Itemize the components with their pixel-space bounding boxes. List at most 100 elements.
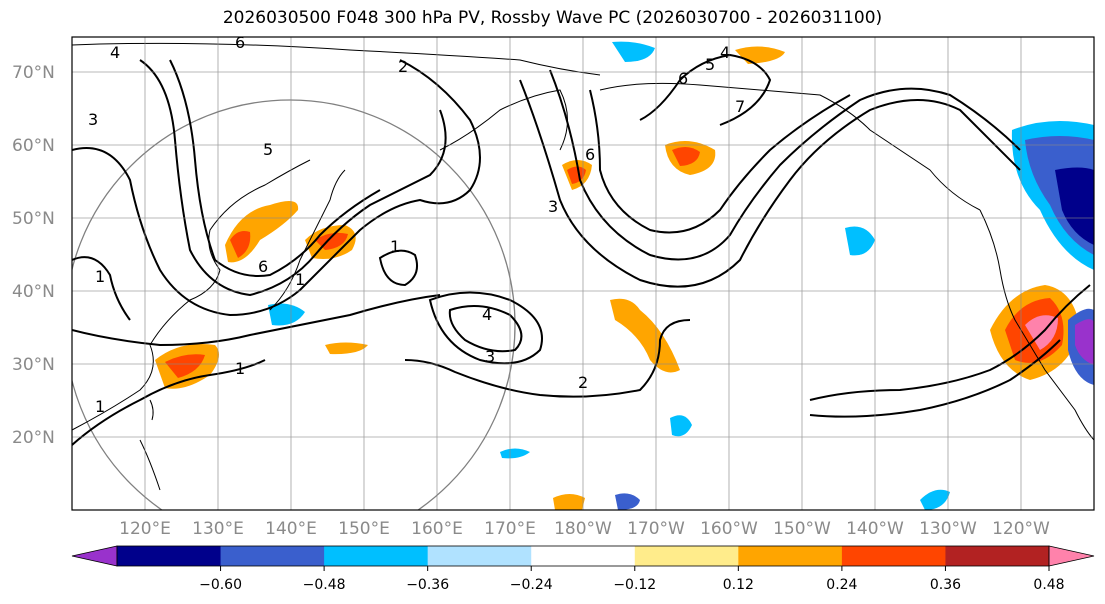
negative-anomaly-south xyxy=(615,493,640,510)
pv-contour-7 xyxy=(404,319,691,398)
negative-anomaly-subtropic xyxy=(670,415,692,437)
negative-anomaly-kyushu xyxy=(268,303,305,326)
pv-contour-9 xyxy=(549,69,1021,261)
coast-asia-east xyxy=(72,159,311,431)
lon-label-170e: 170°E xyxy=(484,519,536,539)
reference-circle xyxy=(72,99,516,510)
lon-label-140e: 140°E xyxy=(265,519,317,539)
colorbar: −0.60 −0.48 −0.36 −0.24 −0.12 0.12 0.24 0.36 0.4… xyxy=(71,545,1095,593)
lon-label-130e: 130°E xyxy=(192,519,244,539)
lat-label-30n: 30°N xyxy=(12,355,55,375)
lon-label-160w: 160°W xyxy=(700,519,758,539)
coast-philippines xyxy=(139,439,161,491)
contour-label: 4 xyxy=(720,43,730,62)
colorbar-tick-label: −0.36 xyxy=(406,577,449,593)
lon-label-160e: 160°E xyxy=(411,519,463,539)
negative-anomaly-mexico-core xyxy=(1075,319,1094,365)
coast-arctic xyxy=(72,42,601,76)
pv-contour-11 xyxy=(809,284,1091,401)
lon-label-120w: 120°W xyxy=(992,519,1050,539)
positive-anomaly-bering-core xyxy=(672,146,700,166)
pv-contour-4 xyxy=(72,294,441,347)
colorbar-tick-label: −0.60 xyxy=(199,577,242,593)
pv-contour-14 xyxy=(72,359,266,446)
contour-label: 6 xyxy=(258,257,268,276)
colorbar-segment xyxy=(738,546,843,566)
coast-taiwan xyxy=(149,399,154,421)
coast-japan xyxy=(269,169,346,311)
colorbar-tick-label: 0.48 xyxy=(1033,577,1064,593)
colorbar-tick-label: 0.24 xyxy=(826,577,857,593)
lat-label-70n: 70°N xyxy=(12,63,55,83)
contour-value-labels: 4 6 3 5 6 1 1 4 3 2 1 1 6 5 4 7 6 3 2 1 xyxy=(88,37,745,416)
contour-label: 2 xyxy=(578,373,588,392)
colorbar-tick-label: −0.48 xyxy=(303,577,346,593)
contour-label: 1 xyxy=(95,267,105,286)
contour-label: 1 xyxy=(295,270,305,289)
lat-label-60n: 60°N xyxy=(12,136,55,156)
lon-label-180w: 180°W xyxy=(554,519,612,539)
colorbar-segment xyxy=(531,546,636,566)
pv-contour-10 xyxy=(589,89,851,234)
contour-label: 4 xyxy=(110,43,120,62)
pv-contour-5 xyxy=(428,291,543,365)
colorbar-ticks: −0.60 −0.48 −0.36 −0.24 −0.12 0.12 0.24 0.36 0.4… xyxy=(199,566,1065,593)
colorbar-segment xyxy=(634,546,739,566)
negative-anomaly-canada-core xyxy=(1055,167,1094,245)
contour-label: 3 xyxy=(485,347,495,366)
colorbar-segment xyxy=(117,546,222,566)
positive-anomaly-china-core xyxy=(165,354,205,378)
negative-anomaly-tropic xyxy=(500,448,530,459)
lon-label-120e: 120°E xyxy=(119,519,171,539)
pv-contour-16 xyxy=(639,53,772,126)
contour-label: 4 xyxy=(482,305,492,324)
positive-anomaly-japan-core xyxy=(230,231,251,258)
colorbar-outline xyxy=(116,545,1050,567)
colorbar-segment xyxy=(324,546,429,566)
contour-label: 1 xyxy=(390,237,400,256)
chart-title: 2026030500 F048 300 hPa PV, Rossby Wave … xyxy=(222,8,883,28)
lon-label-170w: 170°W xyxy=(627,519,685,539)
contour-label: 5 xyxy=(705,55,715,74)
contour-label: 3 xyxy=(548,197,558,216)
positive-anomaly-kamchatka-core xyxy=(567,166,586,184)
contour-label: 2 xyxy=(398,57,408,76)
lon-label-150w: 150°W xyxy=(773,519,831,539)
negative-anomaly-arctic xyxy=(612,41,655,62)
colorbar-extend-low xyxy=(71,545,118,567)
positive-anomaly-south xyxy=(553,494,585,510)
contour-label: 5 xyxy=(263,140,273,159)
lon-label-130w: 130°W xyxy=(919,519,977,539)
colorbar-tick-label: −0.24 xyxy=(510,577,553,593)
contour-label: 7 xyxy=(735,97,745,116)
positive-anomaly-central-pacific xyxy=(610,298,680,373)
colorbar-segment xyxy=(220,546,325,566)
negative-anomaly-far-east xyxy=(920,489,950,510)
negative-anomaly-east-pacific xyxy=(845,226,875,256)
colorbar-extend-high xyxy=(1048,545,1095,567)
colorbar-tick-label: 0.36 xyxy=(930,577,961,593)
colorbar-segments xyxy=(117,546,1050,566)
anomaly-shading xyxy=(155,41,1094,510)
lon-label-140w: 140°W xyxy=(846,519,904,539)
colorbar-segment xyxy=(841,546,946,566)
longitude-axis: 120°E 130°E 140°E 150°E 160°E 170°E 180°… xyxy=(119,519,1050,539)
pv-contour-15 xyxy=(72,256,131,321)
lat-label-20n: 20°N xyxy=(12,428,55,448)
lat-label-50n: 50°N xyxy=(12,209,55,229)
colorbar-tick-label: −0.12 xyxy=(613,577,656,593)
gridlines xyxy=(72,37,1094,510)
contour-label: 1 xyxy=(235,359,245,378)
contour-label: 3 xyxy=(88,110,98,129)
pv-contour-8 xyxy=(519,79,1021,288)
pv-contour-1 xyxy=(72,59,481,317)
lon-label-150e: 150°E xyxy=(338,519,390,539)
pv-contour-3 xyxy=(169,59,381,277)
pv-contour-13 xyxy=(378,249,418,287)
positive-anomaly-west-pacific xyxy=(325,342,368,355)
pv-contours xyxy=(72,53,1091,446)
contour-label: 6 xyxy=(585,145,595,164)
contour-label: 6 xyxy=(678,69,688,88)
latitude-axis: 70°N 60°N 50°N 40°N 30°N 20°N xyxy=(12,63,55,448)
